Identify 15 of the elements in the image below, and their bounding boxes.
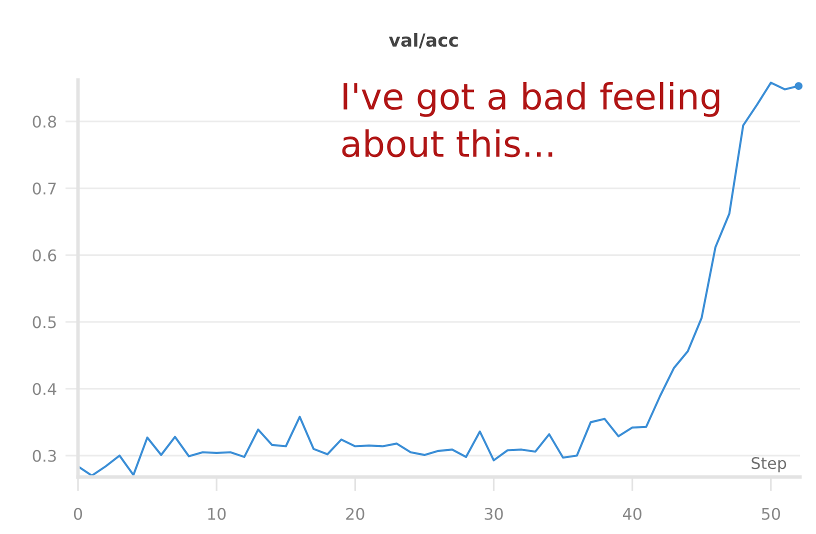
y-tick-label: 0.8 (32, 116, 56, 128)
x-tick-label: 50 (762, 508, 780, 520)
y-tick-label: 0.3 (32, 450, 56, 462)
x-tick-label: 40 (622, 508, 642, 520)
x-tick-label: 0 (74, 508, 82, 520)
y-tick-label: 0.7 (32, 182, 56, 195)
x-tick-label: 20 (346, 508, 364, 520)
annotation: I've got a bad feeling about this... (342, 82, 720, 158)
x-tick-label: 10 (208, 508, 226, 520)
x-tick-label: 30 (484, 508, 503, 520)
y-tick-label: 0.4 (32, 382, 56, 396)
y-tick-label: 0.5 (32, 316, 56, 328)
chart-title: val/acc (388, 32, 458, 48)
x-axis-title: Step (752, 457, 786, 472)
y-tick-label: 0.6 (32, 249, 56, 262)
